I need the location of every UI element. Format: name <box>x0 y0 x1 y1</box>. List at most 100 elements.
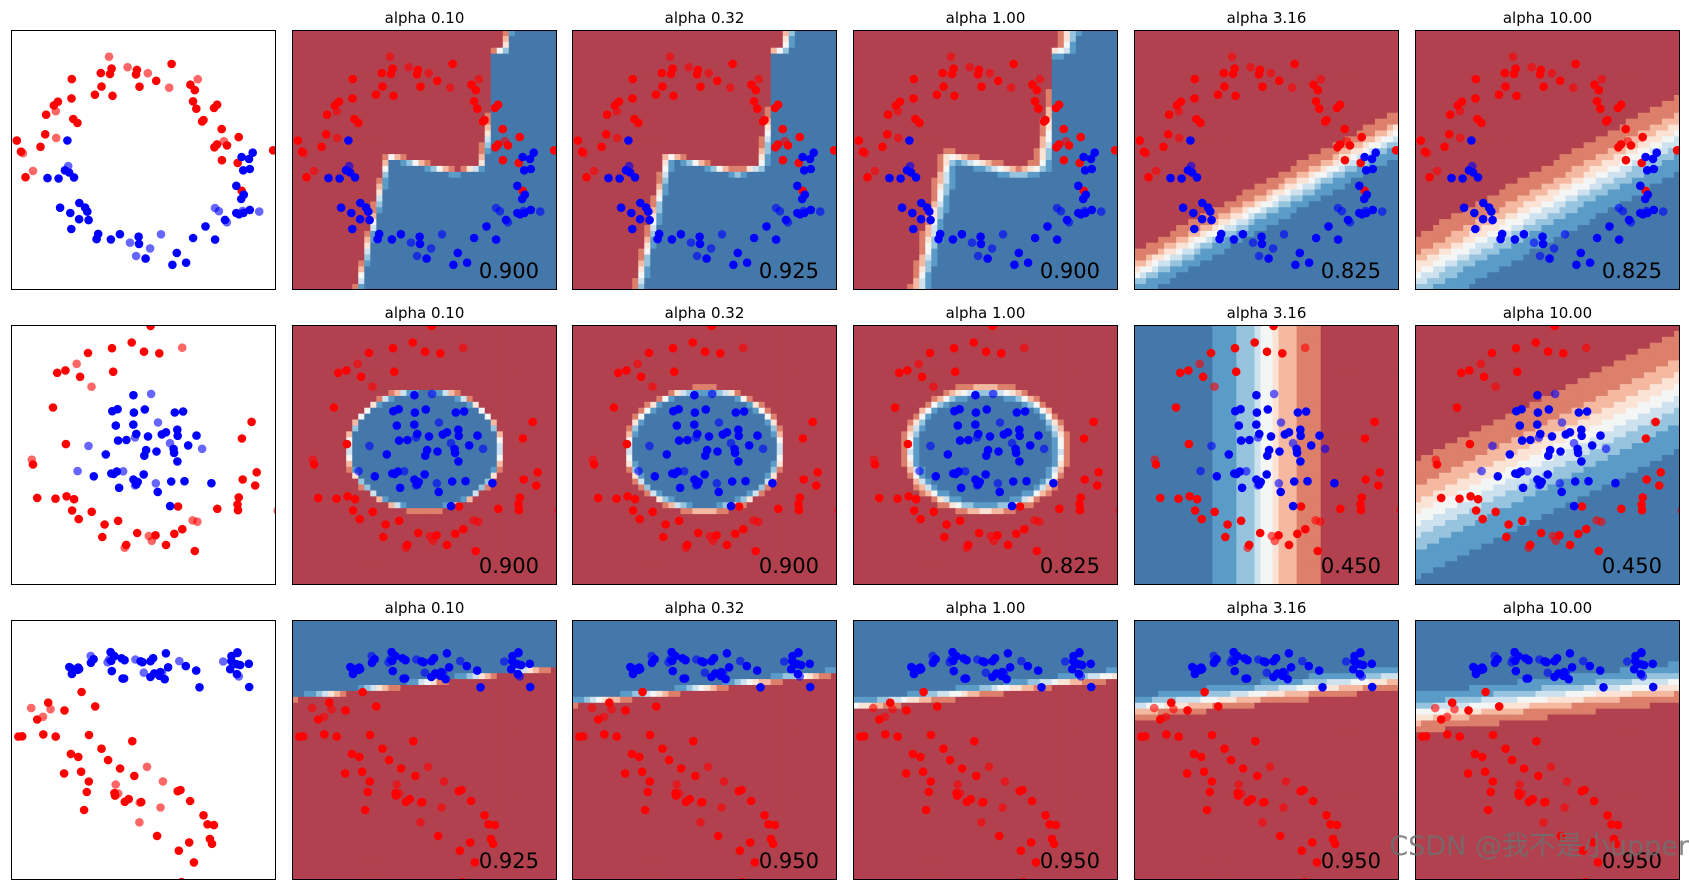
point-class-red <box>918 767 928 776</box>
point-class-blue <box>525 154 535 164</box>
point-class-blue <box>134 239 144 249</box>
point-class-red <box>1512 91 1521 101</box>
point-class-blue <box>1079 152 1088 162</box>
point-class-blue <box>1320 444 1330 454</box>
point-class-red <box>490 103 500 113</box>
point-class-red <box>324 698 334 707</box>
point-class-red <box>127 338 136 347</box>
point-class-red <box>648 382 657 392</box>
point-class-blue <box>350 173 360 182</box>
point-class-blue <box>741 476 750 486</box>
point-class-blue <box>139 668 149 677</box>
point-class-red <box>97 82 106 91</box>
point-class-red <box>1452 403 1462 412</box>
point-class-red <box>908 749 918 759</box>
point-class-red <box>697 797 707 807</box>
point-class-red <box>1051 103 1061 113</box>
point-class-blue <box>1007 501 1017 511</box>
point-class-blue <box>1519 229 1529 239</box>
panel-title: alpha 0.32 <box>665 304 745 322</box>
point-class-red <box>132 528 142 538</box>
point-class-blue <box>518 152 527 162</box>
point-class-blue <box>982 451 991 461</box>
point-class-blue <box>1649 205 1659 215</box>
point-class-red <box>993 76 1003 86</box>
point-class-blue <box>915 466 924 476</box>
point-class-red <box>882 130 892 139</box>
point-class-blue <box>1192 173 1202 182</box>
point-class-red <box>396 764 406 773</box>
point-class-blue <box>1014 248 1024 258</box>
point-class-red <box>1015 786 1024 796</box>
point-class-red <box>707 325 716 331</box>
point-class-blue <box>1241 467 1251 476</box>
point-class-blue <box>952 651 961 661</box>
point-class-blue <box>679 467 689 476</box>
point-class-red <box>411 771 420 781</box>
point-class-blue <box>1368 164 1378 174</box>
point-class-red <box>668 343 678 353</box>
point-class-red <box>342 439 352 449</box>
point-class-red <box>1012 529 1021 539</box>
point-class-red <box>1089 417 1098 427</box>
point-class-red <box>1255 65 1265 75</box>
point-class-red <box>1140 732 1150 741</box>
point-class-red <box>365 777 375 786</box>
point-class-blue <box>335 174 344 183</box>
point-class-red <box>778 124 787 134</box>
point-class-red <box>1266 68 1276 78</box>
point-class-blue <box>1275 447 1284 456</box>
point-class-red <box>1360 434 1370 443</box>
point-class-red <box>1470 749 1480 759</box>
point-class-red <box>1420 147 1430 156</box>
point-class-red <box>1231 91 1240 101</box>
point-class-red <box>1592 97 1602 106</box>
point-class-red <box>1641 434 1651 443</box>
point-class-red <box>666 69 676 79</box>
point-class-red <box>1471 74 1481 84</box>
point-class-blue <box>110 651 119 661</box>
point-class-blue <box>1062 215 1072 225</box>
point-class-red <box>128 736 137 746</box>
point-class-blue <box>1569 438 1579 448</box>
point-class-blue <box>983 254 992 263</box>
point-class-blue <box>690 408 700 417</box>
point-class-blue <box>394 436 404 445</box>
point-class-blue <box>722 428 732 437</box>
point-class-red <box>32 715 42 724</box>
point-class-red <box>273 506 276 515</box>
point-class-blue <box>1236 436 1246 445</box>
point-class-blue <box>427 672 436 682</box>
point-class-red <box>96 68 106 78</box>
point-class-blue <box>146 672 155 682</box>
point-class-blue <box>1288 501 1298 511</box>
data-points <box>856 647 1096 880</box>
point-class-blue <box>43 173 52 183</box>
point-class-red <box>1159 142 1168 152</box>
point-class-red <box>627 749 637 759</box>
point-class-blue <box>1573 448 1583 458</box>
point-class-red <box>1213 702 1223 711</box>
point-class-blue <box>152 447 161 456</box>
point-class-red <box>1144 172 1153 182</box>
point-class-blue <box>635 214 645 224</box>
point-class-red <box>688 338 697 347</box>
point-class-blue <box>1377 207 1387 216</box>
point-class-red <box>442 540 452 550</box>
point-class-red <box>428 536 438 546</box>
point-class-red <box>484 820 493 829</box>
point-class-blue <box>111 421 121 430</box>
point-class-blue <box>1298 656 1307 666</box>
point-class-red <box>1316 517 1325 526</box>
point-class-blue <box>1324 222 1333 231</box>
point-class-blue <box>364 207 373 216</box>
point-class-red <box>454 502 464 511</box>
point-class-red <box>644 348 654 358</box>
classifier-panel-row-3-col-1: alpha 0.10 0.925 <box>292 599 557 880</box>
point-class-blue <box>668 666 678 676</box>
point-class-blue <box>1367 659 1377 669</box>
point-class-red <box>1421 732 1431 741</box>
point-class-blue <box>707 389 717 399</box>
point-class-red <box>1190 74 1200 84</box>
point-class-blue <box>207 478 216 488</box>
